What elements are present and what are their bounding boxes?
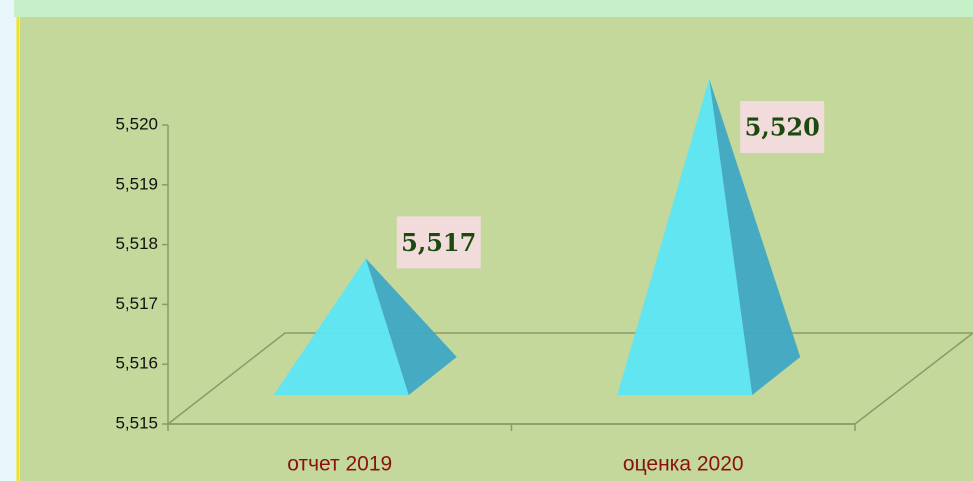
y-tick-label: 5,517 — [115, 294, 158, 313]
y-tick-label: 5,520 — [115, 114, 158, 133]
pyramid-front — [617, 79, 753, 395]
y-tick-label: 5,519 — [115, 174, 158, 193]
value-label-box — [740, 101, 825, 153]
value-label: 5,517 — [401, 228, 476, 257]
value-label-box — [396, 216, 481, 269]
x-tick-label: оценка 2020 — [623, 453, 744, 476]
y-tick-label: 5,518 — [115, 234, 158, 253]
y-tick-label: 5,515 — [115, 413, 158, 432]
plot-panel — [20, 17, 973, 481]
title-band — [14, 0, 973, 17]
y-tick-label: 5,516 — [115, 354, 158, 373]
pyramid-side — [709, 79, 801, 395]
pyramid-front — [273, 258, 409, 395]
value-label: 5,520 — [745, 113, 820, 142]
pyramid-side — [365, 258, 457, 395]
x-tick-label: отчет 2019 — [287, 453, 392, 476]
